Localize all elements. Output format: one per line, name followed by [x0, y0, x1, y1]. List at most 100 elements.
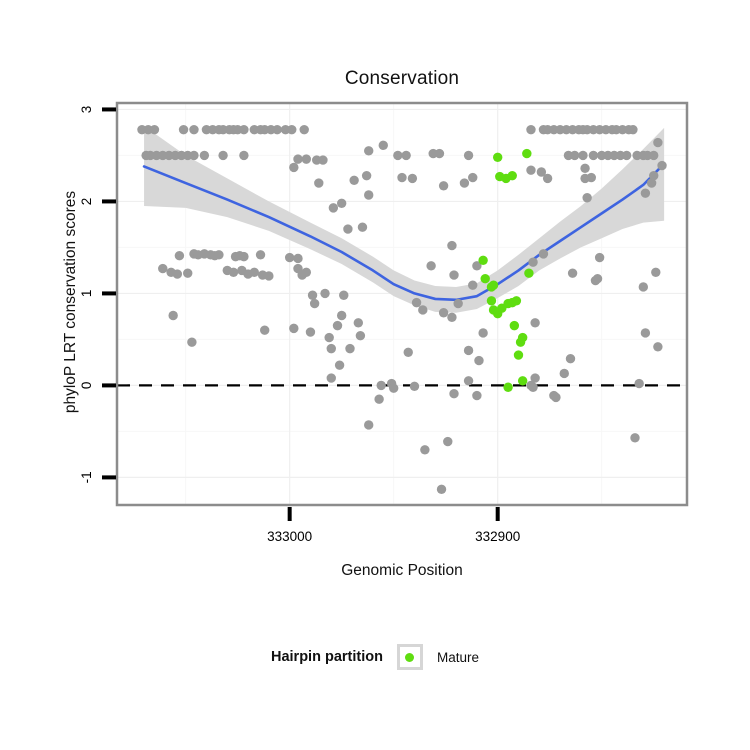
data-point-gray [638, 282, 649, 292]
data-point-gray [239, 124, 249, 135]
data-point-gray [293, 154, 303, 164]
data-point-gray [594, 252, 605, 263]
data-point-gray [526, 380, 536, 391]
data-point-gray [565, 354, 576, 364]
data-point-gray [218, 150, 228, 161]
data-point-gray [426, 261, 436, 271]
data-point-mature [517, 376, 528, 386]
data-point-gray [472, 261, 482, 271]
data-point-gray [299, 124, 309, 135]
data-point-gray [260, 325, 270, 335]
data-point-gray [542, 173, 553, 184]
data-point-gray [332, 320, 343, 331]
data-point-gray [621, 150, 632, 161]
data-point-gray [588, 150, 599, 161]
data-point-gray [183, 268, 193, 278]
data-point-gray [376, 380, 386, 391]
data-point-gray [189, 124, 199, 135]
data-point-mature [509, 320, 520, 331]
data-point-gray [239, 251, 249, 262]
data-point-gray [526, 165, 536, 175]
data-point-gray [569, 150, 580, 161]
data-point-gray [314, 178, 324, 188]
data-point-gray [401, 150, 411, 161]
data-point-gray [364, 190, 374, 200]
x-axis-label: Genomic Position [341, 562, 463, 579]
data-point-gray [468, 280, 478, 290]
data-point-gray [349, 175, 359, 185]
legend-key-box [396, 644, 423, 670]
data-point-gray [478, 328, 488, 338]
data-point-gray [447, 312, 457, 323]
data-point-mature [524, 268, 534, 278]
data-point-gray [438, 308, 449, 318]
data-point-gray [239, 150, 249, 161]
y-tick-label: -1 [79, 471, 94, 483]
data-point-gray [411, 297, 422, 308]
data-point-gray [339, 290, 349, 300]
y-tick-label: 2 [79, 198, 94, 206]
data-point-gray [255, 250, 266, 260]
data-point-gray [634, 378, 644, 389]
panel-background [117, 103, 687, 505]
data-point-gray [468, 172, 478, 183]
data-point-gray [651, 267, 661, 277]
data-point-mature [480, 274, 490, 284]
data-point-mature [503, 382, 513, 392]
data-point-gray [653, 342, 663, 352]
y-axis-label: phyloP LRT conservation scores [62, 190, 79, 414]
data-point-gray [472, 390, 482, 401]
data-point-gray [649, 170, 659, 181]
data-point-gray [397, 172, 407, 183]
data-point-gray [287, 124, 297, 135]
data-point-gray [293, 253, 303, 264]
data-point-gray [646, 178, 657, 188]
data-point-gray [657, 160, 667, 171]
data-point-gray [536, 167, 547, 177]
legend: Hairpin partition Mature [0, 634, 750, 680]
y-tick-label: 1 [79, 290, 94, 298]
data-point-gray [309, 298, 320, 309]
data-point-gray [364, 146, 374, 156]
data-point-gray [343, 224, 353, 234]
data-point-gray [453, 298, 463, 309]
data-point-mature [486, 296, 497, 306]
data-point-gray [178, 124, 189, 135]
data-point-gray [374, 394, 384, 404]
data-point-gray [284, 252, 295, 263]
data-point-mature [492, 152, 503, 162]
x-tick-label: 333000 [267, 529, 312, 544]
data-point-gray [630, 433, 640, 443]
data-point-gray [364, 420, 374, 430]
data-point-gray [649, 150, 659, 161]
data-point-gray [436, 484, 447, 495]
data-point-gray [272, 124, 282, 135]
data-point-gray [653, 137, 663, 148]
data-point-gray [326, 343, 336, 354]
y-tick-label: 0 [79, 382, 94, 390]
data-point-gray [538, 249, 549, 259]
legend-item-label: Mature [436, 649, 479, 665]
data-point-gray [592, 274, 603, 284]
data-point-gray [305, 327, 316, 337]
data-point-gray [361, 170, 372, 181]
data-point-gray [324, 332, 334, 343]
data-point-gray [528, 257, 538, 267]
data-point-gray [434, 148, 445, 159]
data-point-gray [463, 376, 474, 386]
chart-title: Conservation [344, 68, 460, 89]
data-point-gray [443, 436, 453, 447]
data-point-gray [449, 270, 459, 280]
data-point-gray [168, 310, 178, 321]
legend-title: Hairpin partition [270, 649, 383, 665]
data-point-gray [301, 154, 312, 164]
data-point-mature [517, 332, 528, 343]
data-point-gray [438, 181, 449, 191]
data-point-gray [336, 310, 347, 321]
data-point-gray [320, 288, 330, 299]
data-point-gray [301, 267, 312, 277]
data-point-gray [582, 193, 592, 203]
data-point-gray [463, 345, 474, 356]
data-point-gray [578, 150, 588, 161]
